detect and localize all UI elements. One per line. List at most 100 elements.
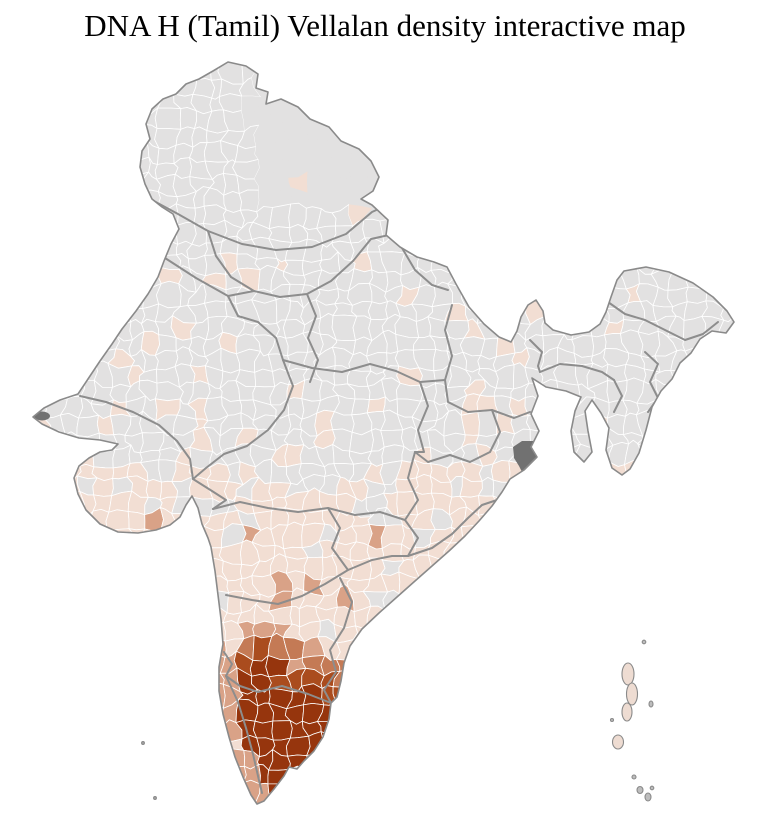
district-cell[interactable] xyxy=(319,731,337,752)
island[interactable] xyxy=(648,700,654,708)
district-cell[interactable] xyxy=(252,720,274,741)
district-cell[interactable] xyxy=(338,174,357,197)
district-cell[interactable] xyxy=(351,176,373,194)
district-cell[interactable] xyxy=(270,111,285,132)
district-cell[interactable] xyxy=(306,192,322,209)
district-cell[interactable] xyxy=(316,194,339,213)
district-cell[interactable] xyxy=(270,156,294,179)
district-cell[interactable] xyxy=(284,125,309,148)
island[interactable] xyxy=(609,717,615,723)
district-cell[interactable] xyxy=(272,171,291,197)
district-cell[interactable] xyxy=(307,171,322,196)
district-cell[interactable] xyxy=(684,347,707,372)
district-cell[interactable] xyxy=(256,190,274,212)
district-cell[interactable] xyxy=(271,720,293,741)
district-cell[interactable] xyxy=(347,129,370,147)
district-cell[interactable] xyxy=(57,491,85,518)
district-cell[interactable] xyxy=(492,495,511,513)
district-cell[interactable] xyxy=(204,590,230,614)
district-cell[interactable] xyxy=(254,142,274,160)
district-cell[interactable] xyxy=(223,191,243,213)
district-cell[interactable] xyxy=(268,203,292,230)
district-cell[interactable] xyxy=(154,107,182,130)
district-cell[interactable] xyxy=(122,124,147,148)
district-cell[interactable] xyxy=(270,142,292,161)
district-cell[interactable] xyxy=(127,511,146,531)
district-cell[interactable] xyxy=(204,300,228,319)
district-cell[interactable] xyxy=(301,377,323,402)
district-cell[interactable] xyxy=(140,189,161,212)
district-cell[interactable] xyxy=(331,157,352,180)
district-cell[interactable] xyxy=(348,158,370,180)
district-cell[interactable] xyxy=(92,477,114,497)
district-cell[interactable] xyxy=(299,159,322,180)
district-cell[interactable] xyxy=(241,96,261,113)
district-cell[interactable] xyxy=(667,267,691,291)
district-cell[interactable] xyxy=(380,429,405,448)
district-cell[interactable] xyxy=(381,543,405,562)
district-cell[interactable] xyxy=(123,108,149,130)
island[interactable] xyxy=(636,785,644,795)
district-cell[interactable] xyxy=(477,410,499,437)
district-cell[interactable] xyxy=(251,60,273,80)
island[interactable] xyxy=(641,639,647,645)
district-cell[interactable] xyxy=(254,171,277,197)
island[interactable] xyxy=(141,741,145,745)
island[interactable] xyxy=(153,796,157,800)
district-cell[interactable] xyxy=(281,76,308,102)
district-cell[interactable] xyxy=(253,124,276,147)
district-cell[interactable] xyxy=(288,171,308,193)
district-cell[interactable] xyxy=(351,398,370,416)
district-cell[interactable] xyxy=(606,363,628,383)
district-cell[interactable] xyxy=(490,460,511,483)
district-cell[interactable] xyxy=(270,77,285,101)
district-cell[interactable] xyxy=(720,301,738,323)
district-cell[interactable] xyxy=(285,735,311,757)
district-cell[interactable] xyxy=(367,301,389,321)
district-cell[interactable] xyxy=(123,138,150,161)
district-cell[interactable] xyxy=(352,639,373,658)
district-cell[interactable] xyxy=(316,157,341,182)
district-cell[interactable] xyxy=(396,365,423,387)
district-cell[interactable] xyxy=(238,189,260,213)
island[interactable] xyxy=(649,785,655,791)
district-cell[interactable] xyxy=(234,145,259,163)
district-cell[interactable] xyxy=(497,317,513,339)
district-cell[interactable] xyxy=(304,124,320,148)
district-cell[interactable] xyxy=(525,464,549,485)
district-cell[interactable] xyxy=(76,414,100,438)
district-cell[interactable] xyxy=(290,187,311,209)
island[interactable] xyxy=(631,774,637,780)
district-cell[interactable] xyxy=(396,382,424,402)
district-cell[interactable] xyxy=(670,369,692,387)
district-cell[interactable] xyxy=(257,112,276,128)
district-cell[interactable] xyxy=(171,513,196,527)
district-cell[interactable] xyxy=(299,139,320,163)
district-cell[interactable] xyxy=(254,156,277,179)
district-cell[interactable] xyxy=(379,205,404,221)
district-cell[interactable] xyxy=(188,525,205,547)
district-cell[interactable] xyxy=(206,720,227,740)
district-cell[interactable] xyxy=(331,144,352,159)
district-cell[interactable] xyxy=(286,145,309,161)
district-cell[interactable] xyxy=(155,254,182,271)
island[interactable] xyxy=(611,734,625,750)
island[interactable] xyxy=(621,662,635,686)
district-cell[interactable] xyxy=(316,139,339,163)
district-cell[interactable] xyxy=(288,202,307,229)
district-cell[interactable] xyxy=(348,204,373,226)
district-cell[interactable] xyxy=(364,142,385,163)
district-cell[interactable] xyxy=(282,112,310,132)
district-cell[interactable] xyxy=(272,127,289,146)
district-cell[interactable] xyxy=(269,99,285,116)
district-cell[interactable] xyxy=(254,368,276,388)
island[interactable] xyxy=(621,702,633,722)
district-cell[interactable] xyxy=(156,224,179,245)
district-cell[interactable] xyxy=(316,174,341,197)
district-cell[interactable] xyxy=(272,187,292,208)
district-cell[interactable] xyxy=(288,156,308,178)
district-cell[interactable] xyxy=(155,280,182,309)
island[interactable] xyxy=(644,792,652,802)
district-cell[interactable] xyxy=(366,396,386,414)
